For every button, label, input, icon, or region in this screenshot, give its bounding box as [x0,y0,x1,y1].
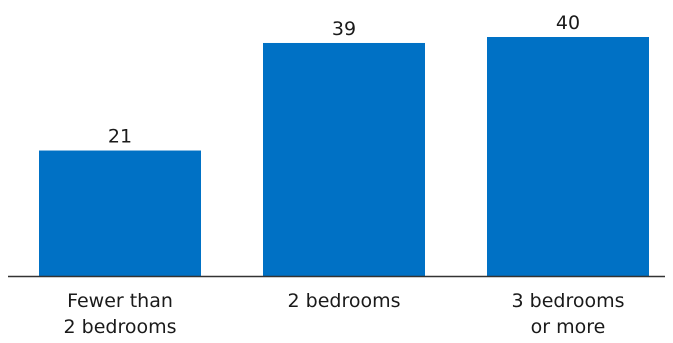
category-labels-group: Fewer than 2 bedrooms 2 bedrooms 3 bedrooms… [64,290,625,338]
category-label: Fewer than [67,290,173,312]
bar [263,42,425,276]
category-label: 2 bedrooms [288,290,401,312]
category-label: 3 bedrooms [512,290,625,312]
bars-group [39,37,649,276]
bar [487,37,649,276]
category-label: or more [531,316,606,338]
bar-value-label: 39 [332,18,356,40]
bar [39,150,201,276]
category-label: 2 bedrooms [64,316,177,338]
value-labels-group: 21 39 40 [108,12,580,148]
bar-value-label: 40 [556,12,580,34]
bar-value-label: 21 [108,126,132,148]
